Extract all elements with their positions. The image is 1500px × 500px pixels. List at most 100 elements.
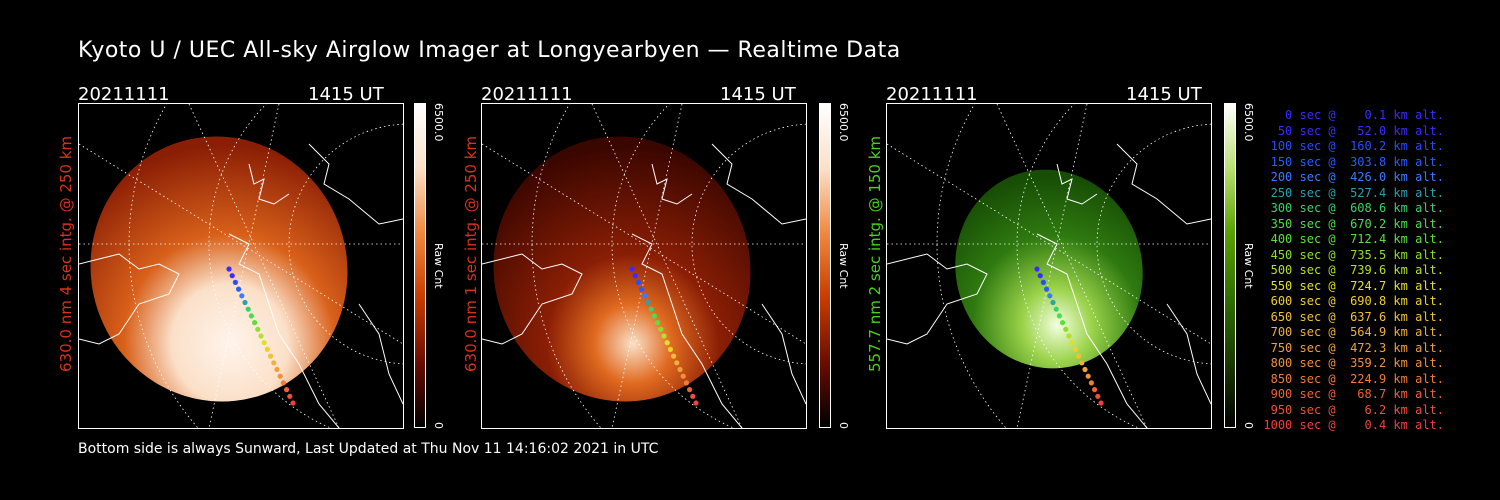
trajectory-point bbox=[680, 373, 686, 379]
legend-entry: 250 sec @ 527.4 km alt. bbox=[1263, 185, 1444, 200]
trajectory-point bbox=[1047, 293, 1053, 299]
panel-1-colorbar bbox=[414, 103, 426, 428]
trajectory-point bbox=[1044, 286, 1050, 292]
trajectory-point bbox=[280, 380, 286, 386]
panel-1-cbar-min: 0 bbox=[432, 422, 445, 429]
trajectory-point bbox=[687, 387, 693, 393]
legend-entry: 700 sec @ 564.9 km alt. bbox=[1263, 325, 1444, 339]
trajectory-point bbox=[277, 373, 283, 379]
panel-3-ylabel: 557.7 nm 2 sec intg. @ 150 km bbox=[866, 135, 884, 372]
trajectory-point bbox=[629, 266, 635, 272]
airglow-image bbox=[90, 136, 348, 402]
panel-1-date: 20211111 bbox=[78, 84, 170, 105]
trajectory-point bbox=[258, 333, 264, 339]
latlon-grid bbox=[887, 104, 1211, 428]
trajectory-point bbox=[274, 366, 280, 373]
legend-entry: 150 sec @ 303.8 km alt. bbox=[1263, 154, 1444, 169]
panel-3-cbar-max: 6500.0 bbox=[1242, 103, 1255, 142]
legend-entry: 100 sec @ 160.2 km alt. bbox=[1263, 139, 1444, 153]
trajectory-point bbox=[229, 273, 235, 279]
trajectory-point bbox=[1098, 400, 1104, 406]
panel-2-image bbox=[481, 103, 807, 429]
panel-3-cbar-unit: Raw Cnt bbox=[1242, 243, 1255, 289]
legend-entry: 50 sec @ 52.0 km alt. bbox=[1263, 123, 1444, 138]
panel-2-colorbar bbox=[819, 103, 831, 428]
airglow-image bbox=[955, 169, 1143, 369]
trajectory-point bbox=[1082, 366, 1088, 373]
trajectory-legend: 0 sec @ 0.1 km alt. 50 sec @ 52.0 km alt… bbox=[1262, 108, 1444, 434]
trajectory-point bbox=[1050, 299, 1056, 306]
panel-3-colorbar bbox=[1224, 103, 1236, 428]
legend-entry: 300 sec @ 608.6 km alt. bbox=[1263, 201, 1444, 215]
trajectory-point bbox=[1034, 266, 1040, 272]
trajectory-point bbox=[693, 400, 699, 406]
trajectory-point bbox=[661, 333, 667, 339]
panel-1-cbar-max: 6500.0 bbox=[432, 103, 445, 142]
legend-entry: 0 sec @ 0.1 km alt. bbox=[1263, 108, 1444, 122]
trajectory-point bbox=[664, 340, 670, 346]
trajectory-point bbox=[1085, 373, 1091, 379]
panel-2-cbar-unit: Raw Cnt bbox=[837, 243, 850, 289]
coastline bbox=[79, 143, 403, 428]
trajectory-point bbox=[1056, 313, 1062, 319]
trajectory-point bbox=[1072, 346, 1078, 352]
legend-entry: 800 sec @ 359.2 km alt. bbox=[1263, 356, 1444, 370]
panel-2-time: 1415 UT bbox=[720, 84, 796, 105]
legend-entry: 1000 sec @ 0.4 km alt. bbox=[1263, 418, 1444, 432]
panel-3-time: 1415 UT bbox=[1126, 84, 1202, 105]
trajectory-point bbox=[1088, 380, 1094, 386]
panel-1-cbar-unit: Raw Cnt bbox=[432, 243, 445, 289]
panel-2-cbar-max: 6500.0 bbox=[837, 103, 850, 142]
trajectory-point bbox=[651, 313, 657, 319]
trajectory-point bbox=[268, 353, 274, 359]
trajectory-point bbox=[632, 273, 638, 279]
panel-3-date: 20211111 bbox=[886, 84, 978, 105]
trajectory-point bbox=[242, 299, 248, 306]
trajectory-point bbox=[252, 320, 258, 326]
trajectory-point bbox=[677, 366, 683, 373]
trajectory-point bbox=[645, 299, 651, 306]
trajectory-point bbox=[655, 320, 661, 326]
coastline bbox=[887, 143, 1211, 428]
trajectory-point bbox=[248, 313, 254, 319]
trajectory-point bbox=[683, 380, 689, 386]
legend-entry: 850 sec @ 224.9 km alt. bbox=[1263, 371, 1444, 386]
trajectory-point bbox=[635, 279, 641, 285]
panel-3-image bbox=[886, 103, 1212, 429]
trajectory-point bbox=[284, 387, 290, 393]
panel-1-time: 1415 UT bbox=[308, 84, 384, 105]
panel-1-image bbox=[78, 103, 404, 429]
trajectory-point bbox=[1092, 387, 1098, 393]
legend-entry: 750 sec @ 472.3 km alt. bbox=[1263, 340, 1444, 355]
trajectory-point bbox=[255, 326, 261, 332]
trajectory-point bbox=[1069, 340, 1075, 346]
trajectory-point bbox=[1079, 360, 1085, 366]
trajectory-point bbox=[1063, 326, 1069, 332]
legend-entry: 900 sec @ 68.7 km alt. bbox=[1263, 387, 1444, 401]
trajectory-point bbox=[1060, 320, 1066, 326]
trajectory-point bbox=[1040, 279, 1046, 285]
panel-2-ylabel: 630.0 nm 1 sec intg. @ 250 km bbox=[462, 135, 480, 372]
trajectory-point bbox=[1076, 353, 1082, 359]
footer-update-note: Bottom side is always Sunward, Last Upda… bbox=[78, 441, 659, 457]
trajectory-point bbox=[290, 400, 296, 406]
trajectory-point bbox=[1095, 393, 1101, 399]
trajectory-point bbox=[261, 340, 267, 346]
panel-2-date: 20211111 bbox=[481, 84, 573, 105]
trajectory-point bbox=[287, 393, 293, 399]
legend-entry: 950 sec @ 6.2 km alt. bbox=[1263, 402, 1444, 417]
legend-entry: 350 sec @ 670.2 km alt. bbox=[1263, 216, 1444, 231]
trajectory-point bbox=[232, 279, 238, 285]
legend-entry: 650 sec @ 637.6 km alt. bbox=[1263, 309, 1444, 324]
trajectory-point bbox=[674, 360, 680, 366]
airglow-image bbox=[493, 136, 751, 402]
latlon-grid bbox=[79, 104, 403, 428]
trajectory-point bbox=[690, 393, 696, 399]
latlon-grid bbox=[482, 104, 806, 428]
trajectory-point bbox=[239, 293, 245, 299]
coastline bbox=[482, 143, 806, 428]
legend-entry: 200 sec @ 426.0 km alt. bbox=[1263, 170, 1444, 184]
legend-entry: 400 sec @ 712.4 km alt. bbox=[1263, 232, 1444, 246]
trajectory-point bbox=[639, 286, 645, 292]
trajectory-point bbox=[271, 360, 277, 366]
